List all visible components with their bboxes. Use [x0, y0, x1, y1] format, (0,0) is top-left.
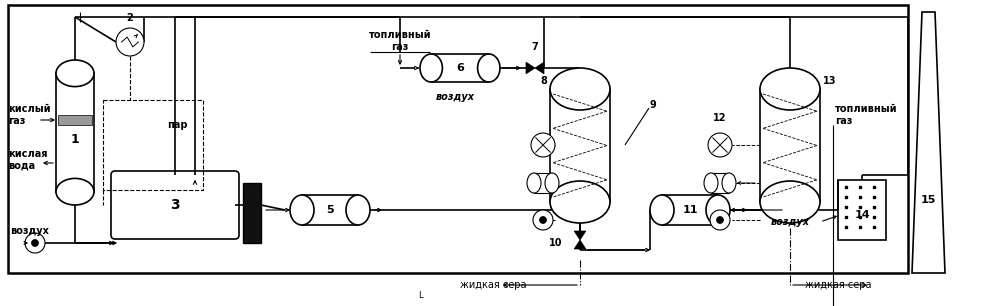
FancyBboxPatch shape [111, 171, 239, 239]
Bar [838, 180, 886, 240]
Circle shape [710, 210, 730, 230]
Circle shape [539, 217, 546, 223]
Ellipse shape [527, 173, 541, 193]
Bar [103, 100, 203, 190]
Ellipse shape [56, 60, 94, 87]
Circle shape [716, 217, 723, 223]
Circle shape [116, 28, 144, 56]
Ellipse shape [478, 54, 500, 82]
Bar [662, 195, 718, 225]
Ellipse shape [704, 173, 718, 193]
Text: жидкая сера: жидкая сера [805, 280, 871, 290]
Ellipse shape [760, 181, 820, 223]
Polygon shape [574, 231, 585, 240]
Text: 9: 9 [650, 100, 656, 110]
Bar [8, 5, 908, 273]
Text: пар: пар [168, 120, 188, 130]
Text: 12: 12 [713, 113, 726, 123]
Bar [550, 89, 610, 202]
Text: воздух: воздух [10, 226, 49, 236]
Text: воздух: воздух [770, 217, 809, 227]
Text: топливный
газ: топливный газ [835, 104, 898, 126]
Text: 6: 6 [457, 63, 464, 73]
Bar [760, 89, 820, 202]
Text: 5: 5 [327, 205, 334, 215]
Circle shape [531, 133, 555, 157]
Circle shape [708, 133, 732, 157]
Bar [711, 173, 729, 193]
Polygon shape [535, 62, 544, 74]
Text: 14: 14 [854, 210, 870, 220]
Polygon shape [912, 12, 945, 273]
Text: 15: 15 [921, 195, 936, 205]
Text: 3: 3 [170, 198, 180, 212]
Text: кислая
вода: кислая вода [8, 149, 48, 171]
Polygon shape [526, 62, 535, 74]
Circle shape [25, 233, 45, 253]
Bar [56, 73, 94, 192]
Ellipse shape [706, 195, 730, 225]
Circle shape [32, 240, 39, 247]
Text: воздух: воздух [436, 92, 475, 102]
Text: топливный
газ: топливный газ [369, 30, 432, 52]
Ellipse shape [722, 173, 736, 193]
Text: 1: 1 [71, 133, 79, 146]
Bar [243, 183, 261, 243]
Ellipse shape [56, 178, 94, 205]
Ellipse shape [760, 68, 820, 110]
Ellipse shape [420, 54, 443, 82]
Text: 2: 2 [127, 13, 134, 23]
Ellipse shape [650, 195, 674, 225]
Ellipse shape [545, 173, 559, 193]
Ellipse shape [290, 195, 314, 225]
Polygon shape [574, 240, 585, 249]
Bar [302, 195, 358, 225]
Ellipse shape [550, 68, 610, 110]
Text: L: L [418, 290, 423, 300]
Text: жидкая сера: жидкая сера [460, 280, 526, 290]
Ellipse shape [550, 181, 610, 223]
Text: 13: 13 [823, 76, 836, 86]
Text: 8: 8 [540, 76, 547, 86]
Bar [58, 115, 92, 125]
Text: 7: 7 [531, 42, 538, 52]
Bar [534, 173, 552, 193]
Bar [432, 54, 489, 82]
Text: 10: 10 [548, 238, 562, 248]
Circle shape [533, 210, 553, 230]
Ellipse shape [346, 195, 370, 225]
Text: кислый
газ: кислый газ [8, 104, 51, 126]
Text: 11: 11 [682, 205, 697, 215]
